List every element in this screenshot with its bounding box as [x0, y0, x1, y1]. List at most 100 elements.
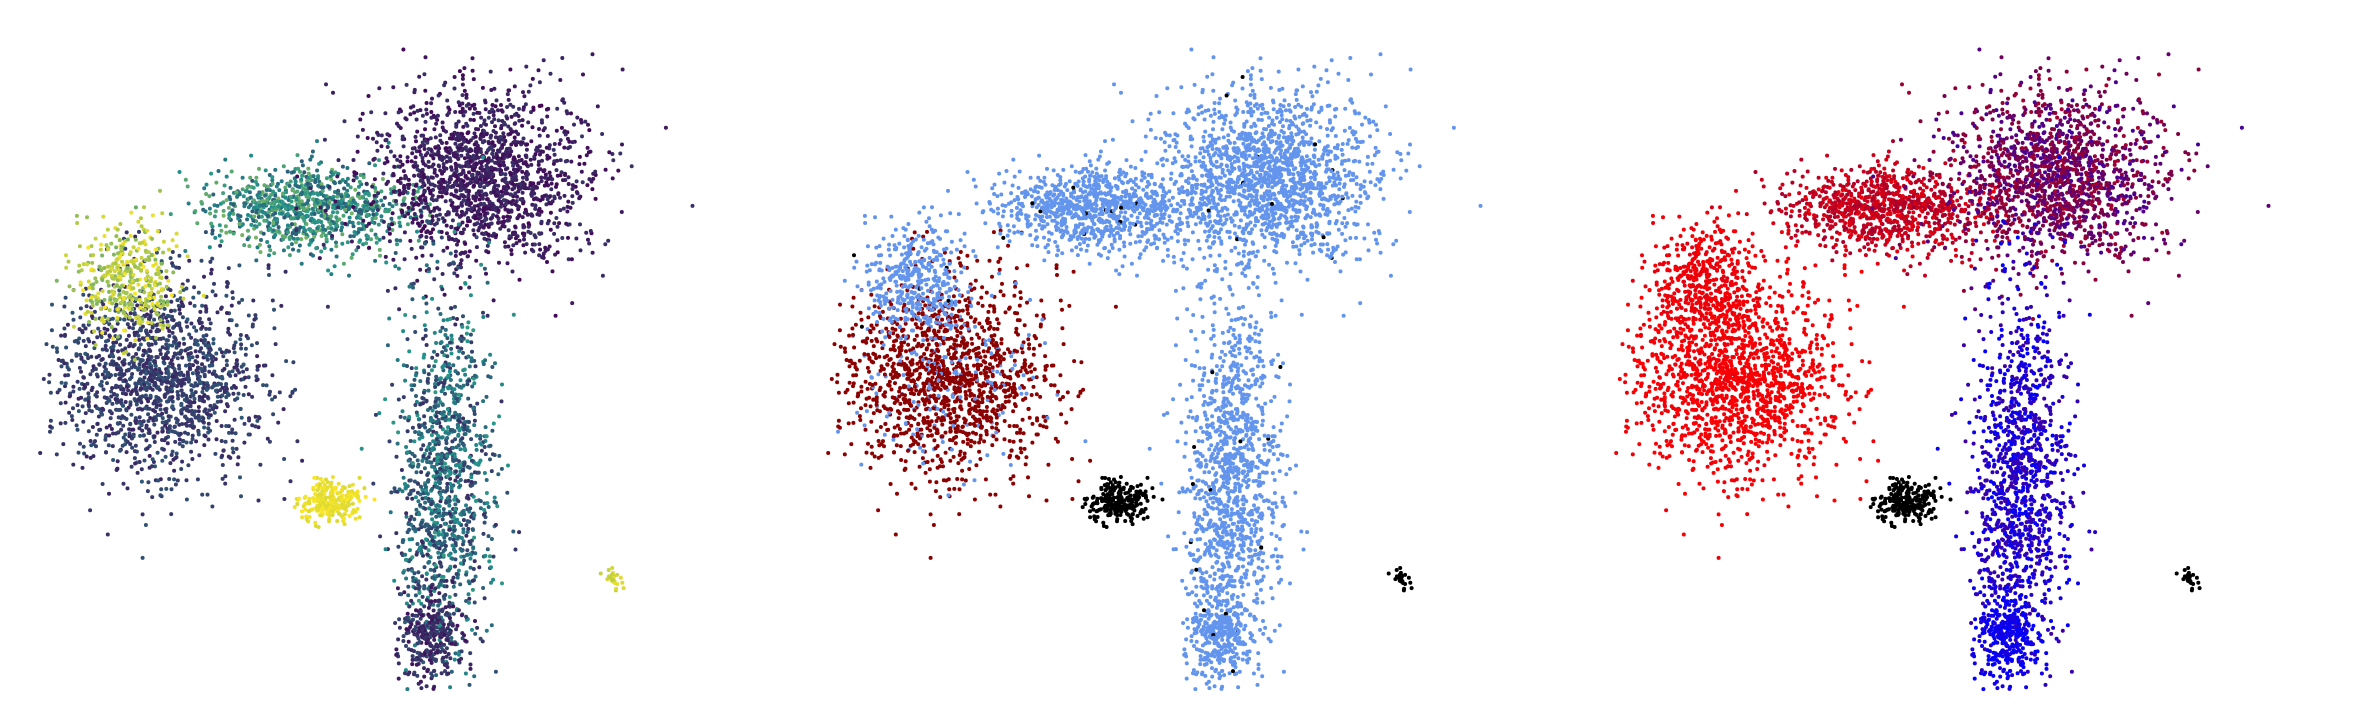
data-point [381, 235, 386, 240]
data-point [92, 329, 97, 334]
data-point [305, 209, 310, 214]
data-point [172, 477, 177, 482]
data-point [397, 307, 402, 312]
data-point [466, 197, 471, 202]
data-point [220, 463, 225, 467]
data-point [139, 467, 144, 472]
data-point [482, 231, 487, 236]
data-point [453, 322, 458, 327]
data-point [123, 400, 128, 404]
data-point [86, 391, 91, 396]
data-point [417, 223, 422, 228]
data-point [201, 386, 206, 391]
data-point [374, 212, 379, 216]
data-point [488, 69, 493, 74]
data-point [239, 346, 244, 351]
data-point [401, 144, 406, 149]
data-point [401, 169, 406, 174]
data-point [414, 552, 419, 557]
data-point [75, 403, 80, 408]
data-point [131, 344, 136, 349]
data-point [197, 321, 202, 326]
data-point [440, 120, 445, 125]
data-point [309, 216, 314, 221]
data-point [245, 185, 250, 190]
data-point [334, 254, 339, 259]
data-point [517, 106, 521, 111]
data-point [395, 242, 399, 247]
data-point [296, 248, 301, 253]
data-point [221, 191, 226, 196]
data-point [181, 336, 186, 341]
data-point [415, 542, 420, 546]
data-point [529, 162, 534, 167]
data-point [585, 183, 590, 188]
data-point [390, 222, 395, 227]
data-point [205, 353, 209, 358]
data-point [412, 212, 417, 216]
data-point [402, 415, 407, 420]
data-point [215, 203, 220, 208]
data-point [565, 209, 570, 214]
data-point [446, 474, 451, 479]
data-point [496, 198, 501, 203]
data-point [415, 490, 420, 495]
data-point [474, 258, 479, 263]
data-point [522, 94, 527, 99]
data-point [496, 108, 500, 113]
data-point [160, 429, 165, 434]
data-point [179, 403, 184, 408]
data-point [453, 141, 458, 146]
data-point [429, 196, 434, 201]
data-point [394, 238, 399, 243]
data-point [464, 523, 469, 527]
data-point [187, 400, 192, 405]
data-point [143, 258, 148, 263]
data-point [186, 431, 190, 436]
data-point [559, 170, 564, 175]
data-point [139, 479, 144, 484]
data-point [486, 222, 491, 227]
data-point [124, 337, 129, 342]
data-point [366, 191, 371, 196]
data-point [201, 334, 206, 339]
data-point [600, 273, 605, 278]
data-point [203, 304, 208, 309]
data-point [475, 170, 480, 175]
data-point [440, 272, 445, 276]
data-point [221, 354, 226, 359]
data-point [481, 225, 486, 230]
data-point [455, 212, 459, 217]
data-point [313, 180, 318, 184]
data-point [517, 213, 522, 218]
data-point [89, 295, 94, 300]
data-point [376, 222, 381, 227]
data-point [176, 303, 181, 308]
data-point [219, 306, 223, 311]
data-point [455, 242, 459, 247]
data-point [183, 249, 188, 253]
data-point [320, 188, 325, 193]
data-point [251, 298, 256, 303]
data-point [158, 403, 163, 408]
data-point [498, 204, 503, 209]
data-point [450, 439, 455, 444]
data-point [144, 387, 149, 392]
data-point [270, 181, 275, 186]
data-point [131, 326, 135, 331]
data-point [139, 386, 144, 391]
data-point [422, 323, 427, 328]
data-point [487, 175, 491, 179]
data-point [214, 180, 219, 185]
data-point [202, 274, 206, 279]
data-point [129, 375, 134, 380]
data-point [256, 425, 261, 430]
data-point [529, 247, 534, 252]
data-point [164, 436, 168, 441]
data-point [322, 137, 327, 142]
data-point [467, 249, 472, 254]
data-point [473, 215, 478, 220]
data-point [88, 298, 93, 303]
data-point [224, 293, 229, 298]
data-point [506, 88, 511, 93]
